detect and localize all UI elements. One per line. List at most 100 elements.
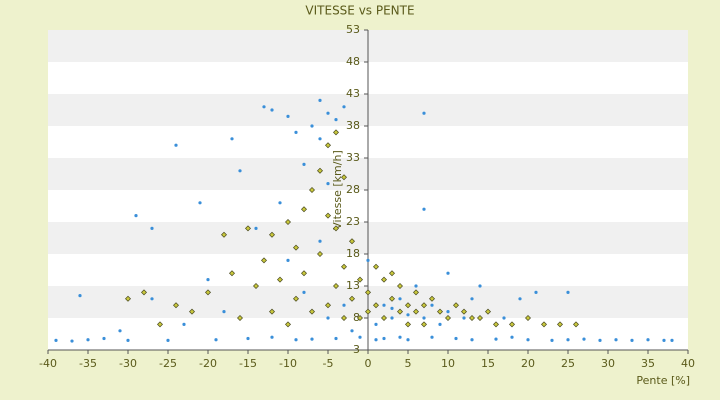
point bbox=[413, 289, 419, 296]
point bbox=[318, 98, 322, 102]
y-axis-label: Vitesse [km/h] bbox=[331, 150, 344, 230]
y-tick-label: 13 bbox=[346, 279, 360, 292]
point bbox=[406, 313, 410, 317]
point bbox=[525, 315, 531, 321]
point bbox=[246, 336, 250, 341]
point bbox=[485, 308, 491, 315]
point bbox=[541, 321, 547, 328]
point bbox=[509, 321, 515, 328]
point bbox=[310, 337, 314, 341]
point bbox=[566, 338, 570, 342]
y-tick-label: 23 bbox=[346, 215, 360, 228]
point bbox=[245, 225, 251, 232]
point bbox=[118, 329, 122, 333]
point bbox=[437, 308, 443, 315]
x-tick-label: 30 bbox=[601, 357, 615, 370]
point bbox=[405, 302, 411, 309]
point bbox=[477, 315, 483, 321]
y-tick-label: 18 bbox=[346, 247, 360, 260]
point bbox=[381, 315, 387, 321]
point bbox=[302, 290, 306, 294]
point bbox=[446, 310, 450, 314]
point bbox=[309, 308, 315, 315]
point bbox=[462, 316, 466, 320]
point bbox=[222, 310, 226, 314]
point bbox=[126, 338, 130, 342]
point bbox=[390, 316, 394, 320]
point bbox=[286, 258, 290, 262]
point bbox=[150, 297, 154, 301]
point bbox=[326, 111, 330, 115]
point bbox=[277, 276, 283, 283]
point bbox=[285, 321, 291, 328]
y-tick-label: 43 bbox=[346, 87, 360, 100]
point bbox=[206, 278, 210, 282]
point bbox=[229, 270, 235, 277]
point bbox=[205, 289, 211, 296]
point bbox=[134, 214, 138, 218]
point bbox=[294, 130, 298, 134]
point bbox=[318, 239, 322, 243]
point bbox=[78, 294, 82, 298]
point bbox=[421, 321, 427, 328]
point bbox=[270, 335, 274, 339]
point bbox=[150, 226, 154, 230]
point bbox=[341, 315, 347, 321]
point bbox=[349, 295, 355, 302]
point bbox=[253, 283, 259, 289]
point bbox=[102, 336, 106, 341]
x-tick-label: -10 bbox=[279, 357, 297, 370]
point bbox=[262, 105, 266, 109]
point bbox=[430, 303, 434, 307]
y-tick-label: 33 bbox=[346, 151, 360, 164]
point bbox=[301, 270, 307, 277]
point bbox=[454, 336, 458, 341]
x-tick-label: -25 bbox=[159, 357, 177, 370]
point bbox=[422, 111, 426, 115]
point bbox=[526, 338, 530, 342]
point bbox=[373, 263, 379, 270]
point bbox=[390, 306, 394, 310]
point bbox=[478, 284, 482, 288]
point bbox=[230, 137, 234, 141]
point bbox=[365, 289, 371, 296]
point bbox=[286, 114, 290, 118]
x-tick-label: 25 bbox=[561, 357, 575, 370]
point bbox=[333, 283, 339, 289]
x-tick-label: 5 bbox=[405, 357, 412, 370]
point bbox=[326, 316, 330, 320]
point bbox=[278, 201, 282, 205]
x-tick-label: -20 bbox=[199, 357, 217, 370]
point bbox=[309, 187, 315, 193]
point bbox=[261, 257, 267, 264]
point bbox=[269, 231, 275, 238]
point bbox=[317, 167, 323, 174]
point bbox=[141, 289, 147, 296]
point bbox=[166, 338, 170, 342]
point bbox=[582, 337, 586, 341]
point bbox=[382, 336, 386, 341]
point bbox=[389, 270, 395, 277]
point bbox=[397, 308, 403, 315]
point bbox=[301, 206, 307, 213]
point bbox=[422, 207, 426, 211]
point bbox=[198, 201, 202, 205]
point bbox=[270, 108, 274, 112]
point bbox=[469, 315, 475, 321]
point bbox=[54, 338, 58, 342]
x-tick-label: -5 bbox=[323, 357, 334, 370]
point bbox=[357, 315, 363, 321]
point bbox=[317, 251, 323, 257]
point bbox=[614, 338, 618, 342]
x-tick-label: 35 bbox=[641, 357, 655, 370]
point bbox=[429, 295, 435, 302]
point bbox=[325, 212, 331, 219]
point bbox=[174, 143, 178, 147]
chart-title: VITESSE vs PENTE bbox=[305, 4, 414, 18]
point bbox=[349, 238, 355, 245]
point bbox=[310, 124, 314, 128]
x-tick-label: 15 bbox=[481, 357, 495, 370]
point bbox=[670, 338, 674, 342]
point bbox=[325, 302, 331, 309]
point bbox=[373, 302, 379, 309]
